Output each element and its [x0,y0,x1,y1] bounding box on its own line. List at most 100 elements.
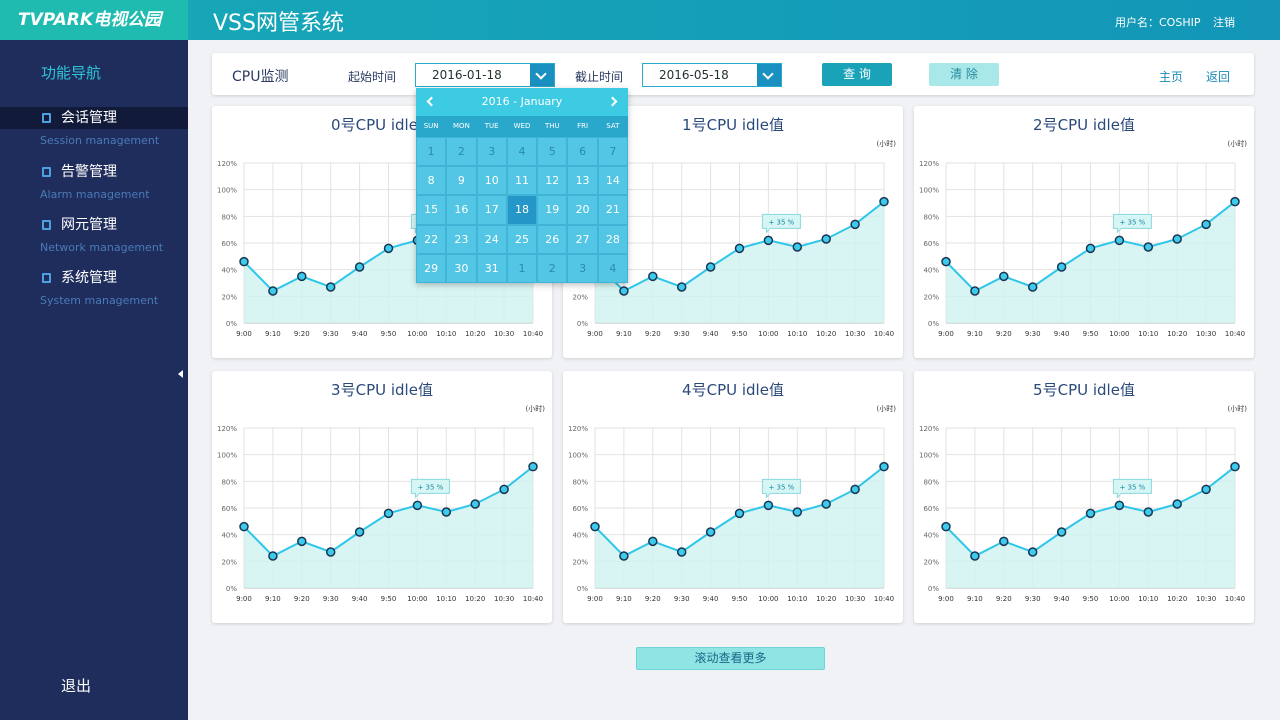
y-tick-label: 0% [226,320,237,328]
x-tick-label: 9:40 [1054,595,1070,603]
day[interactable]: 2 [446,137,477,167]
day[interactable]: 2 [537,253,568,283]
collapse[interactable] [178,370,183,378]
x-tick-label: 9:30 [323,330,339,338]
home-link[interactable]: 主页 [1159,70,1184,84]
day[interactable]: 3 [476,137,507,167]
nav-sub: System management [40,294,159,307]
day[interactable]: 23 [446,224,477,254]
x-tick-label: 9:10 [967,595,983,603]
point [1230,461,1240,472]
area [244,466,533,588]
point [970,286,980,296]
start-date: 2016-01-18 [432,68,502,82]
day[interactable]: 4 [597,253,628,283]
x-tick-label: 9:50 [732,595,748,603]
day[interactable]: 25 [506,224,538,254]
point [590,521,600,532]
day[interactable]: 1 [506,253,538,283]
day[interactable]: 1 [416,137,447,167]
end-input[interactable]: 2016-05-18 [642,63,782,87]
x-tick-label: 10:00 [758,595,778,603]
point [1027,282,1038,292]
y-tick-label: 100% [919,187,939,195]
day[interactable]: 27 [567,224,598,254]
chart-title: 0号CPU idle值 [331,116,433,134]
area [946,201,1235,323]
day[interactable]: 4 [506,137,538,167]
point [734,508,745,519]
nav-item[interactable]: 网元管理 [0,214,188,236]
day[interactable]: 8 [416,166,447,196]
day[interactable]: 6 [567,137,598,167]
dropdown[interactable] [757,64,781,86]
start-input[interactable]: 2016-01-18 [415,63,555,87]
y-tick-label: 20% [923,558,939,566]
chart-title: 2号CPU idle值 [1033,116,1135,134]
day[interactable]: 20 [567,195,598,225]
more-button[interactable]: 滚动查看更多 [636,647,825,670]
area [946,466,1235,588]
day[interactable]: 12 [537,166,568,196]
x-tick-label: 9:20 [645,330,661,338]
point [879,461,889,472]
logout[interactable]: 注销 [1213,16,1235,29]
back-link[interactable]: 返回 [1206,70,1231,84]
day[interactable]: 30 [446,253,477,283]
day[interactable]: 29 [416,253,447,283]
prev-month[interactable] [426,96,437,107]
chart: 5号CPU idle值 (小时) 0% 20% 40% 60% 80% 100% 120% 9:0… [919,381,1247,603]
day[interactable]: 22 [416,224,447,254]
nav-item[interactable]: 系统管理 [0,267,188,289]
point [297,271,307,282]
user: 用户名：COSHIP [1115,16,1201,29]
day[interactable]: 11 [506,166,538,196]
chart: 2号CPU idle值 (小时) 0% 20% 40% 60% 80% 100% 120% 9:0… [919,116,1247,338]
day[interactable]: 19 [537,195,568,225]
x-tick-label: 10:20 [465,330,485,338]
day[interactable]: 28 [597,224,628,254]
nav-item[interactable]: 告警管理 [0,161,188,183]
x-tick-label: 10:30 [1196,595,1216,603]
day[interactable]: 24 [476,224,507,254]
system-name: VSS网管系统 [213,11,344,36]
end-label: 截止时间 [575,70,624,84]
day[interactable]: 18 [506,195,538,225]
point [1172,234,1182,244]
day[interactable]: 9 [446,166,477,196]
x-tick-label: 10:20 [816,330,836,338]
annotation-box [761,213,801,234]
day[interactable]: 26 [537,224,568,254]
logo[interactable]: TVPARK电视公园 [0,0,188,40]
nav-sub: Alarm management [40,188,150,201]
x-tick-label: 10:10 [787,595,807,603]
day[interactable]: 13 [567,166,598,196]
query-button[interactable]: 查 询 [822,63,892,86]
x-tick-label: 10:40 [523,595,543,603]
point [879,196,889,207]
y-tick-label: 40% [221,532,237,540]
x-tick-label: 9:00 [587,595,603,603]
point [941,521,951,532]
exit[interactable]: 退出 [61,677,92,695]
day[interactable]: 14 [597,166,628,196]
day[interactable]: 10 [476,166,507,196]
day[interactable]: 5 [537,137,568,167]
day[interactable]: 16 [446,195,477,225]
day[interactable]: 7 [597,137,628,167]
day[interactable]: 21 [597,195,628,225]
y-tick-label: 20% [221,293,237,301]
sidebar: 功能导航 退出 会话管理 Session management 告警管理 Alarm … [0,40,188,720]
dropdown[interactable] [530,64,554,86]
day[interactable]: 31 [476,253,507,283]
annotation: + 35 % [1119,483,1145,491]
day[interactable]: 15 [416,195,447,225]
next-month[interactable] [607,96,618,107]
day[interactable]: 3 [567,253,598,283]
nav-item[interactable]: 会话管理 [0,107,188,129]
clear-button[interactable]: 清 除 [929,63,999,86]
day[interactable]: 17 [476,195,507,225]
y-tick-label: 80% [221,213,237,221]
x-tick-label: 10:20 [1167,595,1187,603]
